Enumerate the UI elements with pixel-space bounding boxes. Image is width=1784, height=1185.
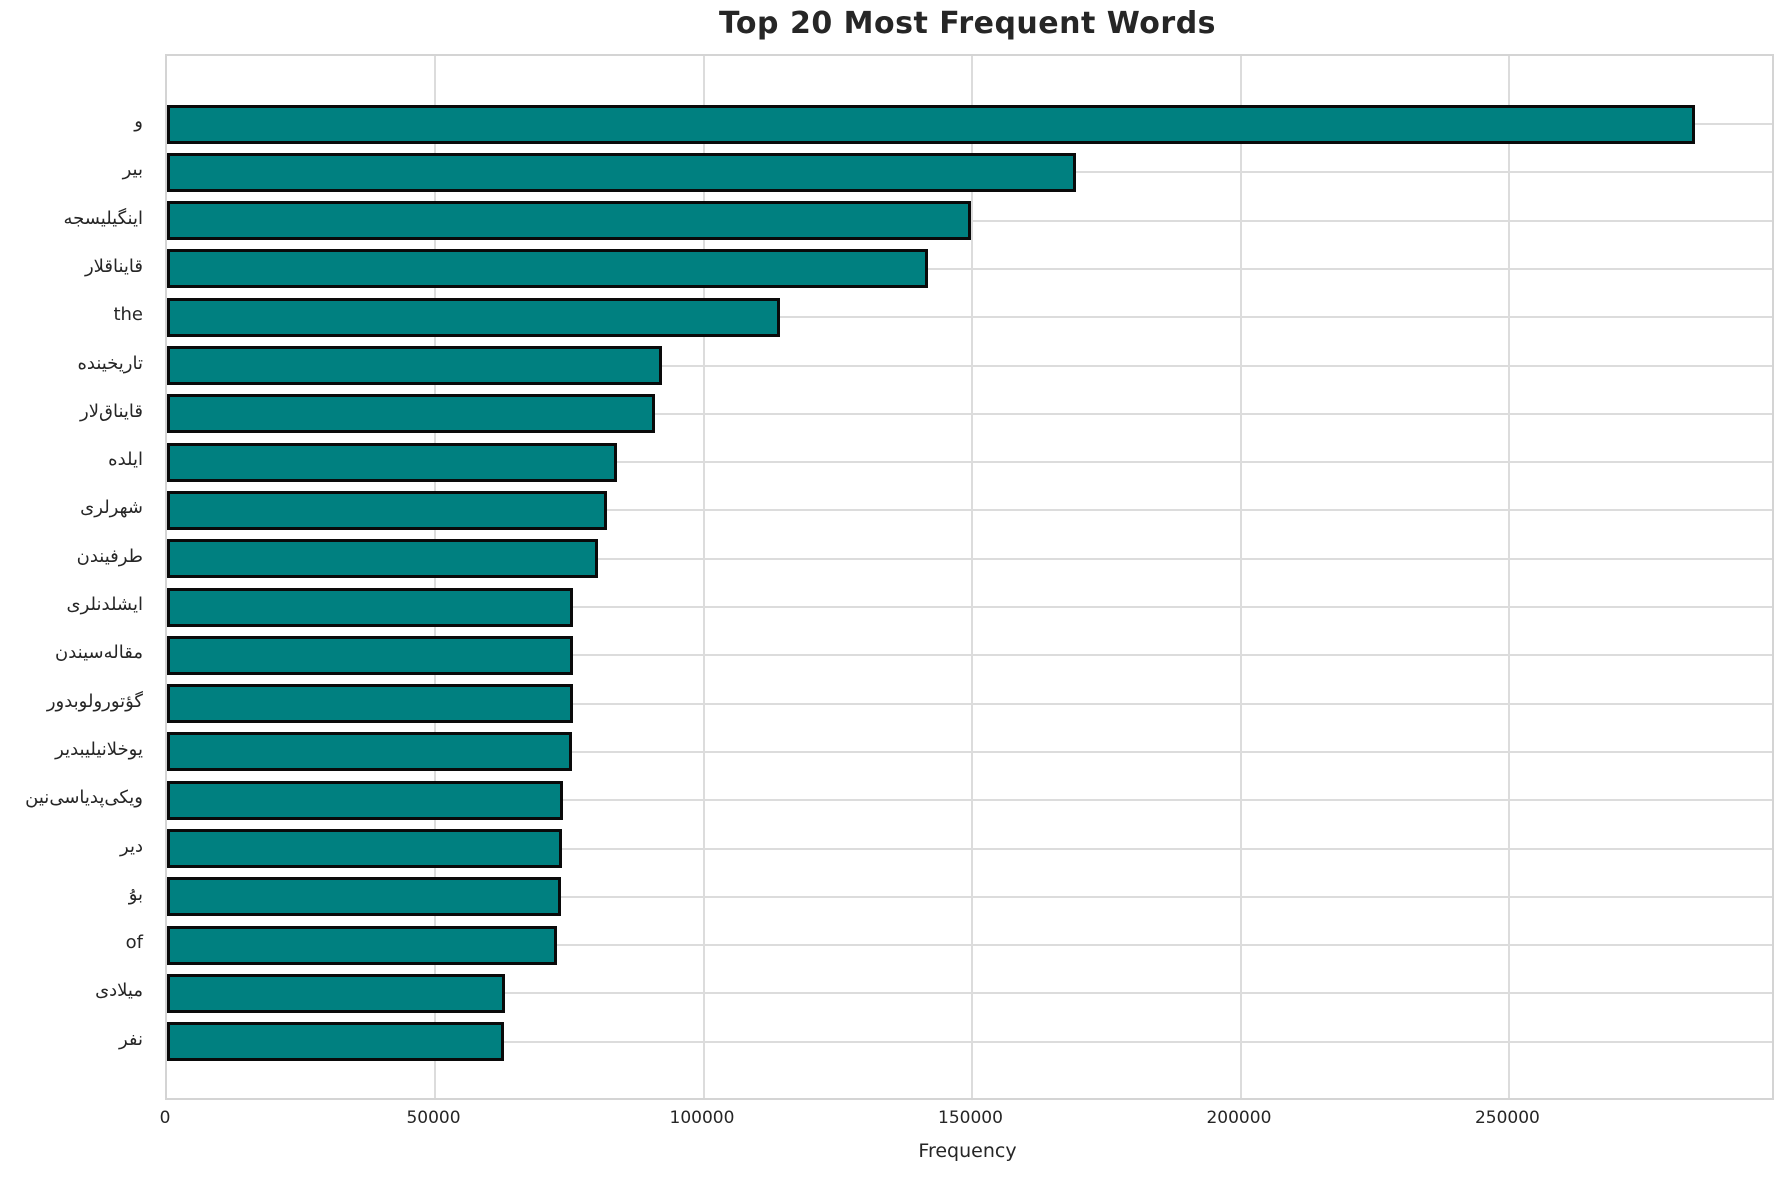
- y-axis: و بیر اینگیلیسجه قایناقلار the تاریخینده قاینا…: [0, 54, 155, 1096]
- gridline-vertical: [1239, 56, 1242, 1098]
- y-tick-label: بۇ: [128, 883, 143, 905]
- x-tick-label: 100000: [669, 1108, 735, 1128]
- y-tick-label: شهرلری: [80, 497, 143, 519]
- plot-area: [165, 54, 1774, 1100]
- x-tick-label: 50000: [406, 1108, 461, 1128]
- gridline-horizontal: [167, 799, 1772, 802]
- y-tick-label: اینگیلیسجه: [63, 207, 143, 229]
- bar-8: [167, 442, 617, 482]
- gridline-horizontal: [167, 316, 1772, 319]
- y-tick-label: نفر: [118, 1028, 143, 1050]
- bar-12: [167, 635, 573, 675]
- bar-11: [167, 587, 574, 627]
- y-tick-label: و: [134, 111, 143, 132]
- gridline-vertical: [1508, 56, 1511, 1098]
- gridline-horizontal: [167, 364, 1772, 367]
- chart-title: Top 20 Most Frequent Words: [718, 6, 1217, 41]
- bar-13: [167, 684, 573, 724]
- gridline-horizontal: [167, 412, 1772, 415]
- gridline-horizontal: [167, 267, 1772, 270]
- y-tick-label: ویکی‌پدیاسی‌نین: [25, 787, 143, 809]
- gridline-horizontal: [167, 654, 1772, 657]
- y-tick-label: ایلده: [108, 449, 143, 471]
- x-axis-label: Frequency: [918, 1140, 1017, 1162]
- bar-2: [167, 152, 1076, 192]
- y-tick-label: the: [113, 304, 143, 326]
- y-tick-label: طرفیندن: [76, 545, 143, 567]
- x-tick-label: 0: [159, 1108, 171, 1128]
- y-tick-label: of: [125, 932, 143, 954]
- bar-3: [167, 201, 971, 241]
- y-tick-label: گؤتورولوبدور: [46, 690, 143, 712]
- bar-6: [167, 346, 662, 385]
- y-tick-label: مقاله‌سیندن: [55, 642, 143, 664]
- bar-1: [167, 104, 1695, 144]
- y-tick-label: قایناق‌لار: [80, 400, 143, 422]
- gridline-horizontal: [167, 992, 1772, 995]
- bar-15: [167, 780, 563, 820]
- bar-18: [167, 925, 558, 965]
- gridline-horizontal: [167, 461, 1772, 464]
- bar-20: [167, 1022, 505, 1062]
- y-tick-label: بیر: [122, 159, 143, 181]
- bar-7: [167, 394, 655, 434]
- y-tick-label: یوخلانیلیبدیر: [55, 738, 143, 760]
- gridline-horizontal: [167, 750, 1772, 753]
- gridline-horizontal: [167, 944, 1772, 947]
- gridline-horizontal: [167, 606, 1772, 608]
- x-tick-label: 150000: [938, 1108, 1003, 1128]
- gridline-horizontal: [167, 509, 1772, 512]
- y-tick-label: قایناقلار: [84, 255, 143, 277]
- gridline-vertical: [971, 56, 974, 1098]
- bar-9: [167, 490, 607, 530]
- y-tick-label: ایشلدنلری: [66, 594, 143, 615]
- gridline-horizontal: [167, 847, 1772, 850]
- bar-4: [167, 249, 929, 289]
- gridline-horizontal: [167, 557, 1772, 560]
- bar-5: [167, 297, 780, 337]
- y-tick-label: میلادی: [95, 980, 143, 1002]
- y-tick-label: دیر: [120, 835, 143, 857]
- gridline-horizontal: [167, 895, 1772, 898]
- bar-14: [167, 732, 573, 772]
- x-tick-label: 250000: [1474, 1108, 1540, 1128]
- y-tick-label: تاریخینده: [77, 352, 143, 374]
- bar-10: [167, 539, 599, 579]
- gridline-vertical: [702, 56, 705, 1098]
- x-tick-label: 200000: [1206, 1108, 1272, 1128]
- bar-19: [167, 973, 506, 1013]
- bar-17: [167, 877, 561, 917]
- gridline-horizontal: [167, 1040, 1772, 1043]
- bar-16: [167, 829, 562, 868]
- gridline-horizontal: [167, 702, 1772, 705]
